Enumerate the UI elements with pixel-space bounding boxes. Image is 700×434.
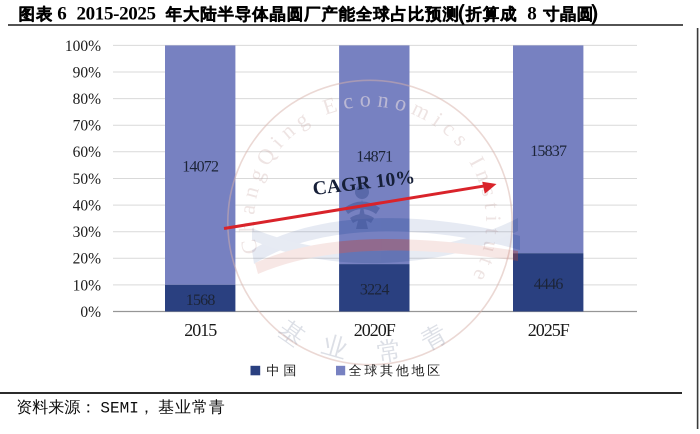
svg-text:80%: 80% (73, 91, 102, 108)
svg-text:0%: 0% (80, 304, 101, 321)
svg-text:2015-2025: 2015-2025 (77, 4, 156, 25)
svg-text:6: 6 (57, 4, 67, 25)
svg-text:10%: 10% (73, 277, 102, 294)
svg-text:20%: 20% (73, 251, 102, 268)
svg-text:2025F: 2025F (528, 320, 570, 340)
svg-text:3224: 3224 (360, 281, 390, 298)
svg-text:40%: 40% (73, 198, 102, 215)
svg-text:SEMI: SEMI (100, 399, 138, 417)
svg-text:70%: 70% (73, 118, 102, 135)
svg-text:30%: 30% (73, 224, 102, 241)
svg-text:8: 8 (527, 4, 537, 25)
svg-text:15837: 15837 (530, 143, 567, 160)
svg-text:60%: 60% (73, 144, 102, 161)
svg-text:2020F: 2020F (354, 320, 396, 340)
svg-text:90%: 90% (73, 64, 102, 81)
svg-text:4446: 4446 (534, 276, 564, 293)
svg-text:14871: 14871 (356, 148, 393, 165)
svg-text:100%: 100% (65, 38, 101, 55)
svg-text:1568: 1568 (186, 292, 216, 309)
svg-text:2015: 2015 (184, 320, 217, 340)
svg-text:50%: 50% (73, 171, 102, 188)
svg-text:14072: 14072 (182, 159, 219, 176)
